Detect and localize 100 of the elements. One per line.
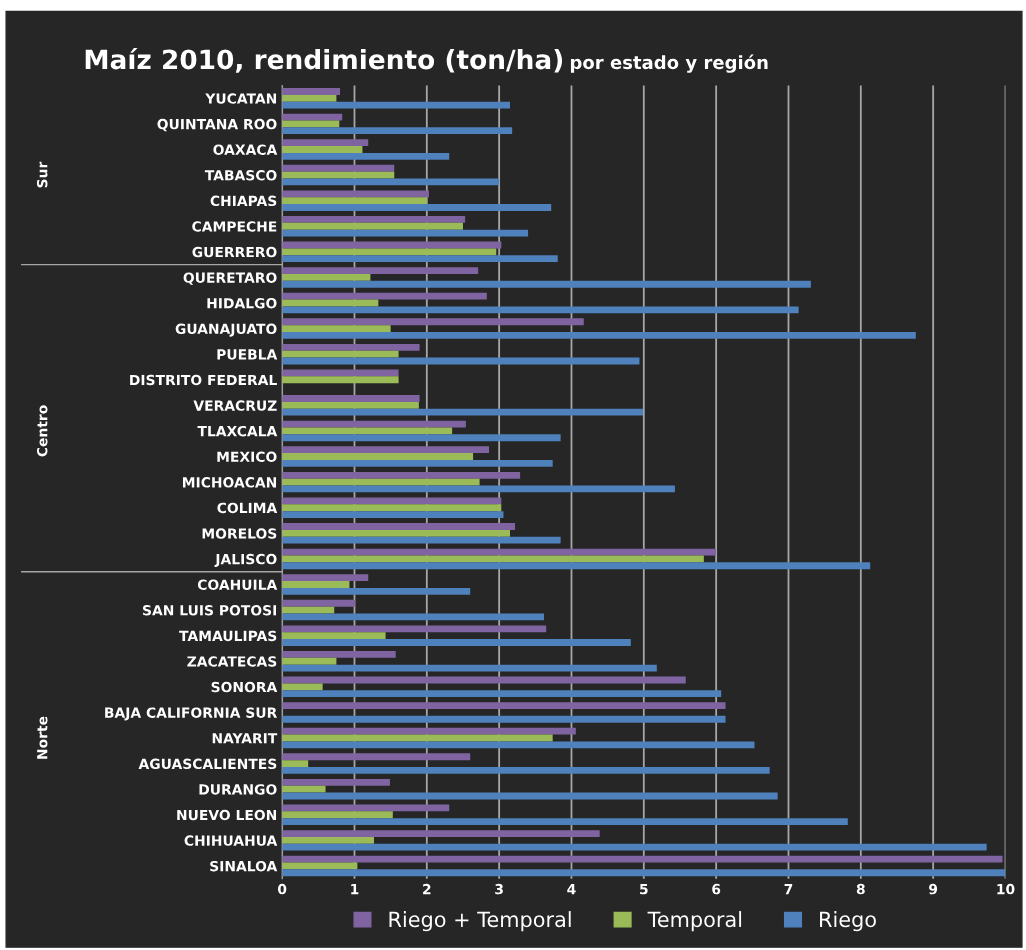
bar [282,683,323,691]
bar [282,690,722,698]
bar [282,204,552,211]
y-tick-label: QUERETARO [183,272,277,285]
bar [282,587,471,595]
bar [282,164,395,172]
bar [282,599,356,607]
bar [282,306,799,314]
chart-subtitle: por estado y región [570,54,768,73]
x-tick-label: 1 [351,884,359,895]
y-tick-label: VERACRUZ [193,400,277,411]
x-tick-label: 9 [929,883,938,895]
text: Centro [36,405,48,457]
y-tick-label: ZACATECAS [187,656,277,667]
y-tick-label: HIDALGO [207,297,277,309]
y-tick-label: PUEBLA [217,349,278,360]
bar [282,255,558,263]
bar [282,702,726,710]
y-tick-label: NAYARIT [212,733,278,744]
bar [282,343,420,351]
bar [282,818,848,826]
bar [282,248,497,256]
y-tick-label: GUANAJUATO [175,323,277,337]
x-tick-label: 8 [856,883,865,895]
bar [282,146,363,153]
bar [282,511,504,518]
bar [282,471,521,479]
bar [282,529,510,537]
x-tick-label: 4 [567,884,576,895]
y-tick-label: YUCATAN [205,93,277,104]
legend-label: Riego + Temporal [389,911,571,932]
bar [282,376,399,384]
text: Norte [37,716,48,759]
bar [282,350,399,358]
bar [282,318,584,326]
x-tick-label: 5 [640,884,648,895]
y-tick-label: OAXACA [213,144,278,155]
x-tick-label: 10 [997,883,1015,895]
bar [282,478,480,486]
bar [282,325,391,332]
bar [282,94,337,102]
y-tick-label: MICHOACAN [183,477,277,488]
bar [282,274,371,281]
y-tick-label: COAHUILA [197,579,278,590]
y-tick-label: MEXICO [217,451,277,463]
bar [282,139,369,147]
bar [282,855,1003,863]
bar [282,830,600,837]
bar [282,434,561,442]
y-tick-label: DISTRITO FEDERAL [130,374,277,386]
bar [282,446,490,454]
y-tick-label: JALISCO [214,553,277,567]
chart-title: Maíz 2010, rendimiento (ton/ha) [85,47,563,73]
bar [282,639,631,646]
y-tick-label: TLAXCALA [197,425,278,437]
bar [282,767,770,774]
bar [282,562,871,570]
bar [282,197,427,205]
bar [282,625,547,633]
y-tick-label: SINALOA [210,860,278,872]
bar [282,753,471,761]
bar [282,152,450,160]
bar [282,280,811,288]
bar [282,574,369,582]
bar [282,843,987,851]
bar [282,715,726,723]
bar [282,727,576,735]
bar [282,395,420,402]
y-tick-label: BAJA CALIFORNIA SUR [105,707,278,721]
bar [282,657,337,665]
x-tick-label: 6 [712,883,721,895]
y-tick-label: COLIMA [217,502,278,514]
bar [282,420,466,428]
bar [282,613,544,621]
bar [282,267,479,274]
y-tick-label: TABASCO [204,170,277,181]
bar [282,459,553,467]
y-tick-label: SAN LUIS POTOSI [143,605,277,616]
y-tick-label: GUERRERO [192,246,277,258]
bar [282,408,644,416]
y-tick-label: NUEVO LEON [177,809,277,821]
bar [282,536,561,544]
bar [282,332,916,339]
legend-label: Riego [820,911,876,932]
bar [282,292,487,300]
bar [282,651,396,658]
y-tick-label: CHIHUAHUA [184,835,278,846]
text: Sur [36,161,48,188]
bar [282,222,463,230]
y-tick-label: CHIAPAS [210,195,277,207]
y-tick-label: AGUASCALIENTES [138,758,277,770]
bar [282,178,500,186]
bar [282,785,326,793]
bar [282,504,502,512]
x-tick-label: 7 [784,884,793,895]
bar [282,836,375,844]
x-tick-label: 3 [495,883,503,895]
bar [282,778,390,786]
bar [282,497,502,505]
y-tick-label: QUINTANA ROO [157,118,277,132]
